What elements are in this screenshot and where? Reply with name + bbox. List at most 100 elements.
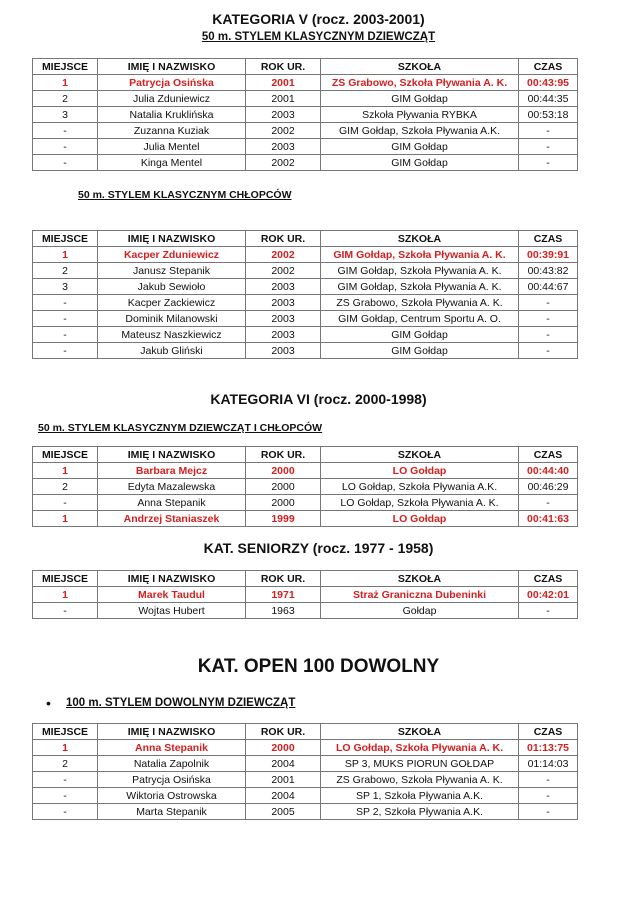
table-row: 3 Natalia Kruklińska 2003 Szkoła Pływania R… [32, 106, 578, 123]
school-cell: GIM Gołdap, Szkoła Pływania A. K. [320, 262, 519, 279]
place-cell: - [32, 326, 98, 343]
name-cell: Patrycja Osińska [97, 74, 246, 91]
open-subtitle: 100 m. STYLEM DOWOLNYM DZIEWCZĄT [66, 697, 296, 709]
table-row: 2 Julia Zduniewicz 2001 GIM Gołdap 00:44:35 [32, 90, 578, 107]
school-cell: LO Gołdap, Szkoła Pływania A. K. [320, 739, 519, 756]
place-cell: - [32, 342, 98, 359]
school-cell: GIM Gołdap [320, 138, 519, 155]
name-cell: Marta Stepanik [97, 803, 246, 820]
name-cell: Edyta Mazalewska [97, 478, 246, 495]
year-cell: 2002 [245, 246, 321, 263]
year-cell: 2003 [245, 106, 321, 123]
year-cell: 2000 [245, 462, 321, 479]
results-table-cat6: MIEJSCE IMIĘ I NAZWISKO ROK UR. SZKOŁA CZAS 1… [32, 446, 578, 527]
name-cell: Patrycja Osińska [97, 771, 246, 788]
name-cell: Julia Mentel [97, 138, 246, 155]
column-header: CZAS [518, 230, 578, 247]
column-header: ROK UR. [245, 58, 321, 75]
school-cell: GIM Gołdap [320, 342, 519, 359]
school-cell: LO Gołdap [320, 462, 519, 479]
school-cell: LO Gołdap, Szkoła Pływania A.K. [320, 478, 519, 495]
school-cell: LO Gołdap [320, 510, 519, 527]
table-row: 2 Natalia Zapolnik 2004 SP 3, MUKS PIORUN G… [32, 755, 578, 772]
year-cell: 2001 [245, 771, 321, 788]
year-cell: 2002 [245, 262, 321, 279]
time-cell: - [518, 602, 578, 619]
time-cell: - [518, 138, 578, 155]
school-cell: GIM Gołdap, Centrum Sportu A. O. [320, 310, 519, 327]
school-cell: GIM Gołdap [320, 154, 519, 171]
name-cell: Anna Stepanik [97, 739, 246, 756]
table-row: - Wiktoria Ostrowska 2004 SP 1, Szkoła Pływ… [32, 787, 578, 804]
year-cell: 2001 [245, 90, 321, 107]
year-cell: 2003 [245, 138, 321, 155]
time-cell: 00:44:40 [518, 462, 578, 479]
category-v-title: KATEGORIA V (rocz. 2003-2001) [212, 11, 425, 27]
name-cell: Kacper Zackiewicz [97, 294, 246, 311]
school-cell: ZS Grabowo, Szkoła Pływania A. K. [320, 74, 519, 91]
place-cell: - [32, 294, 98, 311]
school-cell: SP 2, Szkoła Pływania A.K. [320, 803, 519, 820]
place-cell: 1 [32, 462, 98, 479]
table-row: - Mateusz Naszkiewicz 2003 GIM Gołdap - [32, 326, 578, 343]
school-cell: Straż Graniczna Dubeninki [320, 586, 519, 603]
year-cell: 1963 [245, 602, 321, 619]
school-cell: Szkoła Pływania RYBKA [320, 106, 519, 123]
column-header: IMIĘ I NAZWISKO [97, 570, 246, 587]
time-cell: - [518, 326, 578, 343]
table-row: - Kacper Zackiewicz 2003 ZS Grabowo, Szkoła… [32, 294, 578, 311]
time-cell: - [518, 803, 578, 820]
table-row: - Patrycja Osińska 2001 ZS Grabowo, Szkoła … [32, 771, 578, 788]
place-cell: - [32, 771, 98, 788]
name-cell: Mateusz Naszkiewicz [97, 326, 246, 343]
table-row: - Julia Mentel 2003 GIM Gołdap - [32, 138, 578, 155]
time-cell: - [518, 771, 578, 788]
category-vi-title: KATEGORIA VI (rocz. 2000-1998) [210, 391, 427, 407]
name-cell: Kacper Zduniewicz [97, 246, 246, 263]
column-header: SZKOŁA [320, 58, 519, 75]
year-cell: 2000 [245, 478, 321, 495]
year-cell: 2003 [245, 310, 321, 327]
name-cell: Julia Zduniewicz [97, 90, 246, 107]
year-cell: 2000 [245, 494, 321, 511]
time-cell: 00:43:82 [518, 262, 578, 279]
name-cell: Natalia Kruklińska [97, 106, 246, 123]
time-cell: 00:39:91 [518, 246, 578, 263]
column-header: SZKOŁA [320, 446, 519, 463]
time-cell: - [518, 154, 578, 171]
school-cell: ZS Grabowo, Szkoła Pływania A. K. [320, 294, 519, 311]
column-header: SZKOŁA [320, 230, 519, 247]
time-cell: 00:43:95 [518, 74, 578, 91]
results-table-cat5-boys: MIEJSCE IMIĘ I NAZWISKO ROK UR. SZKOŁA CZAS 1… [32, 230, 578, 359]
name-cell: Janusz Stepanik [97, 262, 246, 279]
column-header: SZKOŁA [320, 570, 519, 587]
time-cell: - [518, 122, 578, 139]
year-cell: 2004 [245, 755, 321, 772]
place-cell: 1 [32, 739, 98, 756]
time-cell: 00:42:01 [518, 586, 578, 603]
table-row: - Jakub Gliński 2003 GIM Gołdap - [32, 342, 578, 359]
year-cell: 2003 [245, 278, 321, 295]
header-row: MIEJSCE IMIĘ I NAZWISKO ROK UR. SZKOŁA CZAS [32, 723, 578, 740]
year-cell: 2003 [245, 326, 321, 343]
table-row: 1 Marek Taudul 1971 Straż Graniczna Dubenin… [32, 586, 578, 603]
year-cell: 2005 [245, 803, 321, 820]
school-cell: GIM Gołdap [320, 326, 519, 343]
cat6-subtitle: 50 m. STYLEM KLASYCZNYM DZIEWCZĄT I CHŁO… [38, 422, 323, 434]
time-cell: - [518, 294, 578, 311]
place-cell: - [32, 310, 98, 327]
name-cell: Wiktoria Ostrowska [97, 787, 246, 804]
column-header: MIEJSCE [32, 230, 98, 247]
place-cell: - [32, 138, 98, 155]
column-header: IMIĘ I NAZWISKO [97, 446, 246, 463]
table-row: - Kinga Mentel 2002 GIM Gołdap - [32, 154, 578, 171]
time-cell: 00:44:67 [518, 278, 578, 295]
name-cell: Jakub Gliński [97, 342, 246, 359]
name-cell: Natalia Zapolnik [97, 755, 246, 772]
time-cell: 01:14:03 [518, 755, 578, 772]
time-cell: - [518, 787, 578, 804]
place-cell: 2 [32, 755, 98, 772]
year-cell: 2003 [245, 294, 321, 311]
school-cell: LO Gołdap, Szkoła Pływania A. K. [320, 494, 519, 511]
table-row: - Zuzanna Kuziak 2002 GIM Gołdap, Szkoła Pł… [32, 122, 578, 139]
